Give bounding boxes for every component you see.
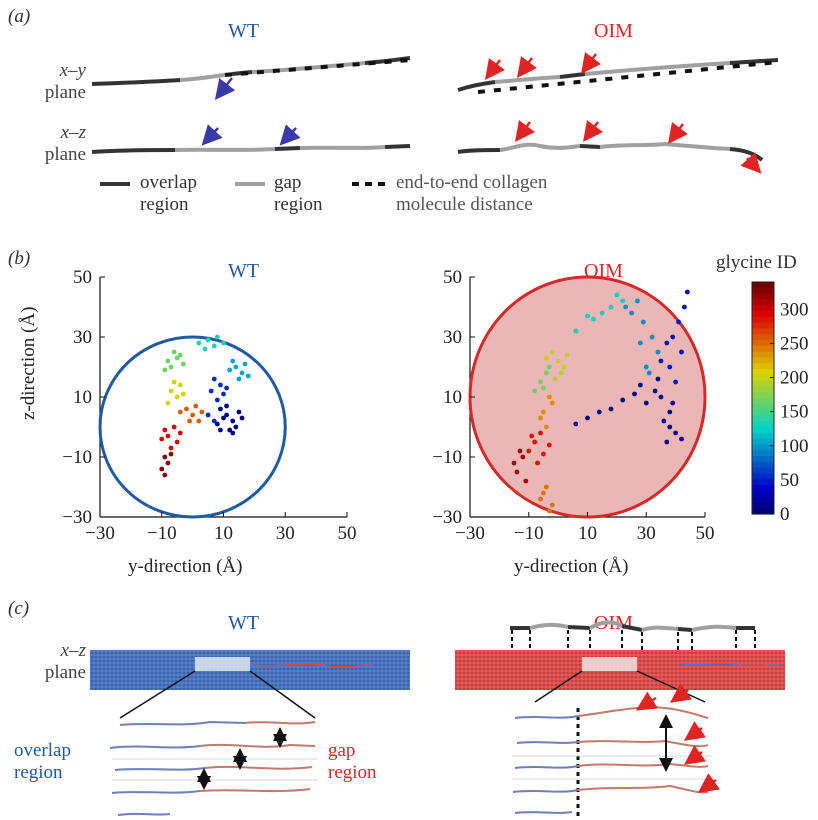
oim-xy-arrow-1 (485, 58, 505, 80)
panel-c-plane-line1: x–z (60, 640, 86, 661)
oim-xz-overlap-left (457, 148, 501, 154)
xy-plane-line1: x–y (59, 60, 86, 81)
oim-red-arrow-5 (697, 773, 721, 793)
wt-xz-overlap-2 (274, 146, 301, 151)
legend-gap-label: gap region (274, 172, 323, 216)
oim-xy-overlap-2 (559, 72, 586, 79)
wt-xy-overlap-left (91, 78, 181, 86)
oim-red-arrow-1 (635, 691, 659, 711)
oim-xy-arrow-2 (517, 56, 537, 78)
wt-zoom-line-left (119, 670, 196, 719)
oim-xy-overlap-right (729, 58, 779, 65)
wt-xz-arrow-2 (279, 124, 301, 146)
oim-top-gap-1 (529, 622, 569, 630)
colorbar-title: glycine ID (716, 252, 797, 273)
legend-gap-line2: region (274, 194, 323, 215)
oim-xlabel: y-direction (Å) (514, 556, 628, 578)
legend-overlap-line1: overlap (140, 172, 197, 193)
oim-xz-gap-2 (599, 141, 731, 151)
oim-xy-arrow-3 (581, 52, 601, 74)
wt-xy-arrow (214, 77, 236, 100)
wt-xz-overlap-left (91, 148, 176, 154)
legend-overlap-label: overlap region (140, 172, 197, 216)
wt-zoom-box (195, 657, 250, 671)
oim-red-arrow-3 (683, 721, 707, 741)
wt-xz-gap-1 (174, 147, 276, 152)
oim-xz-arrow-4 (740, 152, 762, 174)
wt-zoom-strands (109, 720, 318, 816)
oim-xz-gap-1 (499, 142, 581, 152)
oim-xlabel-text: y-direction (Å) (514, 556, 629, 577)
legend-dist-label: end-to-end collagen molecule distance (396, 172, 547, 216)
oim-xy-dist (477, 60, 779, 94)
oim-blue-strand (679, 663, 781, 667)
oim-top-gap-3 (641, 625, 679, 632)
panel-b-wt-title: WT (228, 260, 260, 282)
oim-zoom-box (582, 657, 637, 671)
panel-c-overlap-label: overlap region (14, 740, 71, 784)
panel-a-traces (91, 52, 779, 186)
panel-c-label: (c) (8, 598, 30, 619)
panel-c-plane-line2: plane (44, 662, 86, 683)
oim-zoom-strands (512, 683, 721, 820)
wt-zoom-line-right (249, 670, 316, 719)
panel-c-plane-label: x–z plane (20, 640, 86, 684)
panel-c-wt-title: WT (228, 612, 260, 634)
oim-top-drop-lines (511, 630, 756, 650)
oim-top-gap-4 (691, 624, 737, 632)
oim-red-arrow-2 (669, 683, 693, 703)
wt-red-strand (249, 663, 376, 668)
xy-plane-label: x–y plane (20, 60, 86, 104)
panel-a-oim-title: OIM (594, 20, 633, 42)
xz-plane-line2: plane (44, 144, 86, 165)
xy-plane-line2: plane (44, 82, 86, 103)
legend-gap-line1: gap (274, 172, 302, 193)
oim-xy-overlap-left (457, 80, 496, 92)
oim-xz-arrow-2 (583, 120, 603, 142)
panel-c-gap-line2: region (328, 762, 377, 783)
panel-b-label: (b) (8, 248, 31, 269)
panel-c-overlap-line1: overlap (14, 740, 71, 761)
oim-top-overlap-4 (677, 627, 693, 632)
wt-xlabel: y-direction (Å) (128, 556, 242, 578)
oim-xz-arrow-1 (515, 120, 535, 142)
legend-overlap-line2: region (140, 194, 189, 215)
xz-plane-label: x–z plane (20, 122, 86, 166)
wt-xz-gap-2 (299, 145, 386, 150)
panel-c-gap-label: gap region (328, 740, 377, 784)
oim-red-arrow-4 (683, 745, 707, 765)
panel-a-label: (a) (8, 6, 31, 27)
oim-xz-arrow-3 (668, 122, 688, 144)
oim-top-overlap-2 (567, 625, 591, 630)
oim-zoom-line-left (534, 670, 583, 703)
legend-dist-line2: molecule distance (396, 194, 533, 215)
panel-a-wt-title: WT (228, 20, 260, 42)
oim-xy-gap-1 (494, 75, 561, 84)
wt-xz-arrow-1 (201, 124, 223, 146)
oim-top-gap-2 (588, 620, 624, 630)
legend-dist-line1: end-to-end collagen (396, 172, 548, 193)
xz-plane-line1: x–z (60, 122, 86, 143)
wt-xlabel-text: y-direction (Å) (128, 556, 243, 577)
oim-top-overlap-3 (621, 624, 643, 632)
panel-c-gap-line1: gap (328, 740, 356, 761)
panel-c-overlap-line2: region (14, 762, 63, 783)
wt-xz-overlap-right (384, 144, 411, 149)
oim-xz-overlap-2 (579, 144, 601, 149)
